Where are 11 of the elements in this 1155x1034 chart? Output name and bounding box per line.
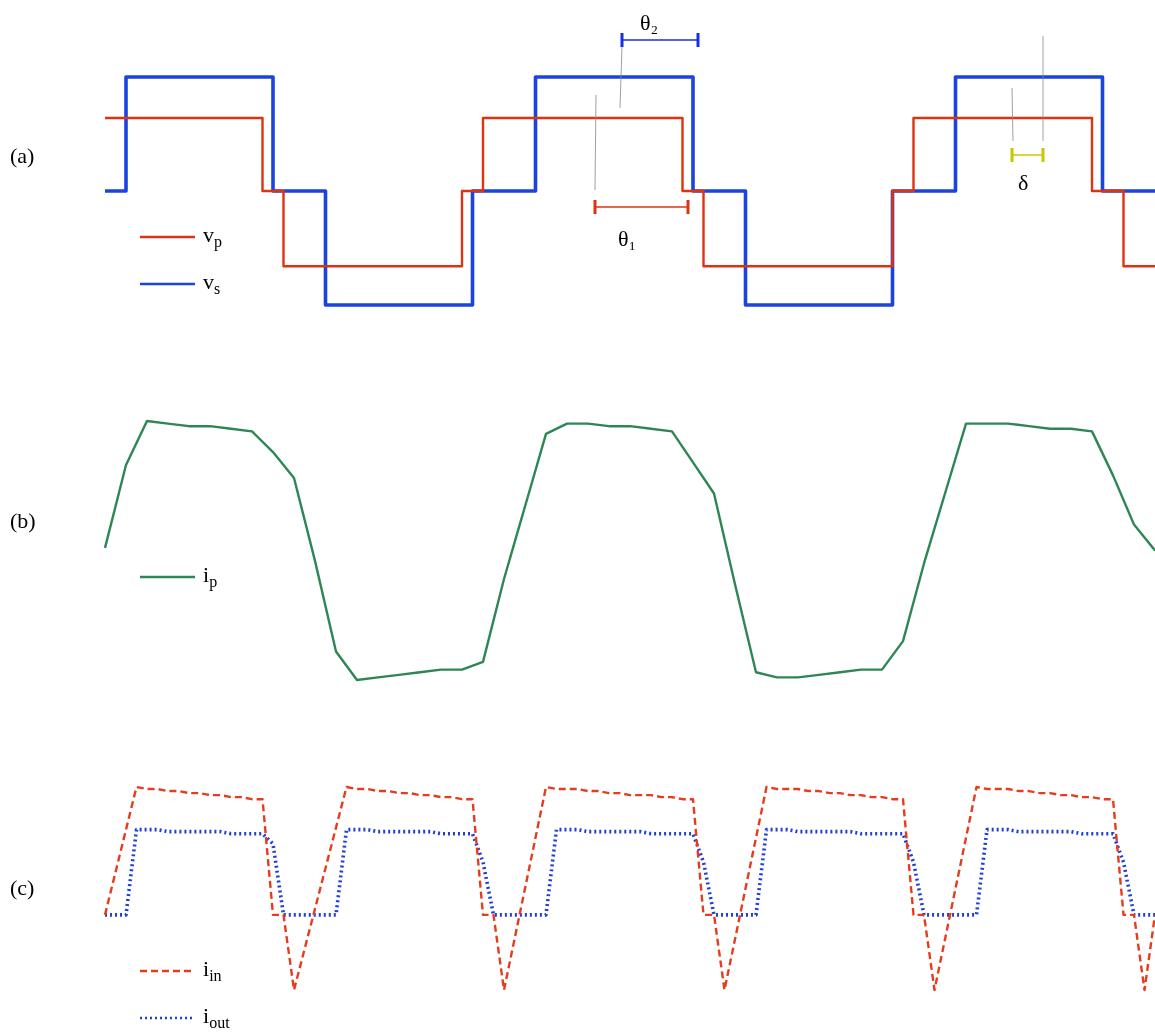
legend-label: i$_{in}$ [203, 956, 222, 986]
legend-label: i$_{p}$ [203, 562, 218, 592]
legend-label: v$_{s}$ [203, 269, 221, 299]
text: (a) [10, 143, 35, 168]
text: (c) [10, 875, 35, 900]
legend-label: i$_{out}$ [203, 1003, 230, 1033]
annotation: δ [1018, 170, 1029, 195]
annotation: θ₁ [618, 226, 637, 251]
text: (b) [10, 508, 36, 533]
legend-label: v$_{p}$ [203, 222, 222, 252]
text: θ₂ [640, 10, 659, 35]
